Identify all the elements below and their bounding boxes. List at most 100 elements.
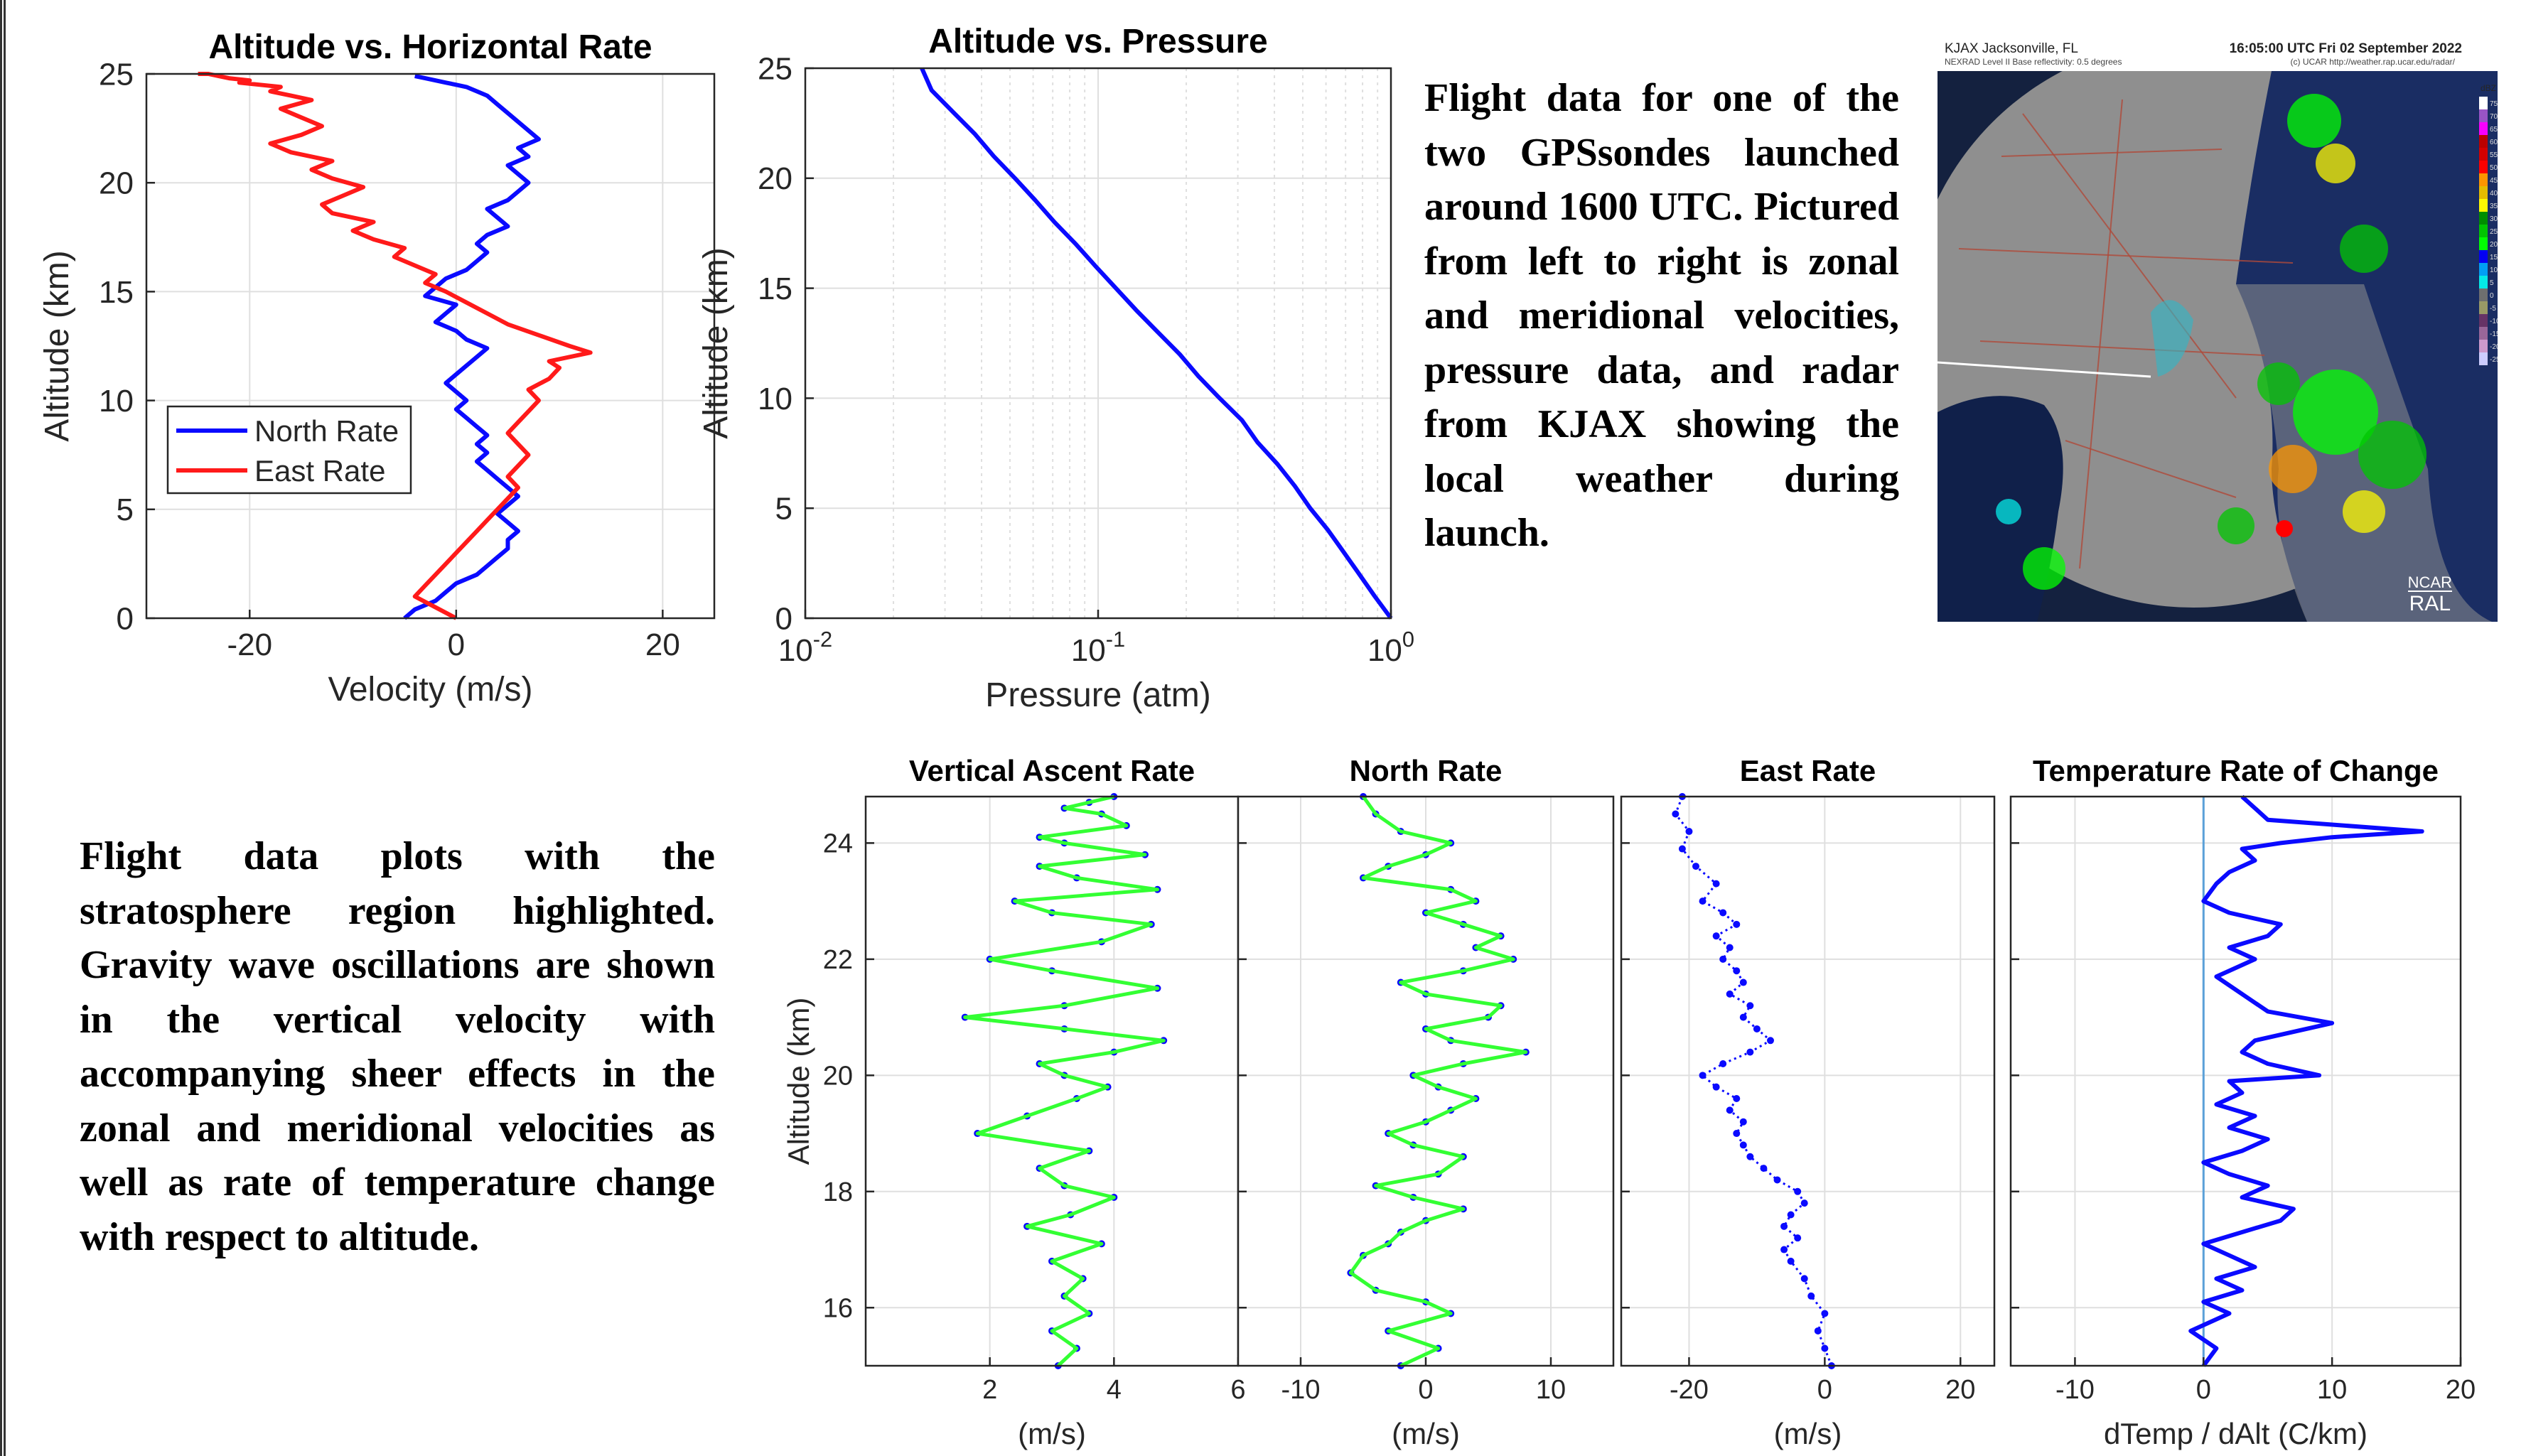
scale-swatch <box>2479 199 2488 212</box>
scale-label: 0 <box>2490 292 2494 300</box>
x-axis-label: (m/s) <box>1018 1417 1086 1450</box>
precip-cell <box>2269 445 2317 493</box>
x-tick-label: 20 <box>2446 1375 2476 1405</box>
scale-label: -15 <box>2490 330 2498 338</box>
scale-swatch <box>2479 352 2488 365</box>
y-tick-label: 25 <box>758 51 792 86</box>
x-tick-label: 10-2 <box>778 627 832 668</box>
series-line-east-rate <box>198 72 593 620</box>
precip-cell <box>2340 225 2388 273</box>
radar-image: KJAX Jacksonville, FL 16:05:00 UTC Fri 0… <box>1938 37 2498 622</box>
series-line-0 <box>920 67 1393 620</box>
scale-swatch <box>2479 340 2488 352</box>
scale-swatch <box>2479 135 2488 148</box>
data-point <box>1712 880 1720 888</box>
x-tick-label: 0 <box>448 627 465 662</box>
x-axis-label: Velocity (m/s) <box>328 671 532 708</box>
scale-swatch <box>2479 212 2488 225</box>
y-tick-label: 0 <box>117 601 134 636</box>
y-tick-label: 22 <box>823 945 853 975</box>
scale-swatch <box>2479 250 2488 263</box>
scale-label: 10 <box>2490 266 2498 274</box>
scale-swatch <box>2479 263 2488 276</box>
y-tick-label: 5 <box>117 492 134 527</box>
y-tick-label: 15 <box>758 271 792 306</box>
x-tick-label: 100 <box>1367 627 1414 668</box>
axes-box <box>2009 795 2462 1367</box>
x-tick-label: -20 <box>1670 1375 1709 1405</box>
scale-label: -5 <box>2490 305 2496 313</box>
radar-header: KJAX Jacksonville, FL 16:05:00 UTC Fri 0… <box>1938 37 2498 71</box>
page-frame-left <box>0 0 6 1456</box>
data-point <box>1739 1118 1747 1126</box>
tick-base: 10 <box>1367 633 1402 668</box>
radar-logo-bottom: RAL <box>2407 591 2452 615</box>
x-tick-label: 10 <box>1536 1375 1566 1405</box>
axes-box <box>1620 795 1996 1367</box>
scale-swatch <box>2479 288 2488 301</box>
y-tick-label: 18 <box>823 1177 853 1207</box>
axes-box <box>145 72 716 620</box>
y-tick-label: 15 <box>99 275 134 310</box>
tick-exponent: -2 <box>813 627 832 652</box>
y-tick-label: 24 <box>823 829 853 859</box>
data-point <box>1678 845 1686 853</box>
x-tick-label: 4 <box>1107 1375 1122 1405</box>
precip-cell <box>2257 362 2300 405</box>
state-boundary <box>1938 361 2151 378</box>
chart-title: Altitude vs. Pressure <box>928 23 1268 60</box>
series-dotted-trace <box>1674 796 1833 1366</box>
data-point <box>1794 1234 1802 1242</box>
precip-cell <box>2358 421 2426 489</box>
tick-exponent: -1 <box>1106 627 1125 652</box>
tick-base: 10 <box>778 633 813 668</box>
radar-map: dBZ757065605550454035302520151050-5-10-1… <box>1938 71 2498 622</box>
legend: North Rate East Rate <box>166 405 412 495</box>
plot-area <box>1621 797 1994 1366</box>
scale-label: 25 <box>2490 228 2498 236</box>
x-tick-label: 6 <box>1230 1375 1245 1405</box>
x-tick-label: 0 <box>2196 1375 2211 1405</box>
scale-swatch <box>2479 225 2488 237</box>
scale-swatch <box>2479 97 2488 109</box>
x-tick-label: 0 <box>1817 1375 1832 1405</box>
caption-bottom: Flight data plots with the stratosphere … <box>80 834 715 1259</box>
legend-box <box>166 405 412 495</box>
caption-top: Flight data for one of the two GPSsondes… <box>1424 76 1899 555</box>
scale-label: 20 <box>2490 241 2498 249</box>
y-tick-label: 16 <box>823 1294 853 1324</box>
chart-title: Altitude vs. Horizontal Rate <box>208 28 652 66</box>
plot-area <box>146 74 714 618</box>
y-tick-label: 25 <box>99 57 134 92</box>
chart-title: Temperature Rate of Change <box>2033 754 2439 787</box>
radar-timestamp: 16:05:00 UTC Fri 02 September 2022 <box>2229 41 2462 56</box>
x-axis-label: (m/s) <box>1392 1417 1460 1450</box>
x-tick-label: 20 <box>645 627 680 662</box>
road-line <box>1979 340 2265 356</box>
x-axis-label: dTemp / dAlt (C/km) <box>2104 1417 2368 1450</box>
x-tick-label: 0 <box>1418 1375 1433 1405</box>
radar-station-label: KJAX Jacksonville, FL <box>1945 41 2078 56</box>
x-axis-label: (m/s) <box>1774 1417 1842 1450</box>
data-point <box>1726 990 1734 998</box>
scale-swatch <box>2479 161 2488 173</box>
scale-swatch <box>2479 327 2488 340</box>
y-tick-label: 0 <box>775 601 792 636</box>
scale-label: 50 <box>2490 164 2498 172</box>
scale-label: 70 <box>2490 113 2498 121</box>
road-line <box>2022 113 2237 399</box>
series-line-fit <box>963 794 1166 1367</box>
x-axis-label: Pressure (atm) <box>985 676 1210 714</box>
y-axis-label: Altitude (km) <box>782 998 815 1165</box>
precip-cell <box>2316 144 2355 183</box>
y-tick-label: 10 <box>99 384 134 419</box>
scale-swatch <box>2479 276 2488 288</box>
x-tick-label: 2 <box>982 1375 997 1405</box>
chart-temperature: -10 0 10 20 Temperature Rate of Change dTemp … <box>2009 754 2476 1450</box>
scale-swatch <box>2479 148 2488 161</box>
plot-area <box>866 797 1238 1366</box>
data-point <box>1719 909 1727 917</box>
x-tick-label: -10 <box>1281 1375 1321 1405</box>
scale-swatch <box>2479 186 2488 199</box>
